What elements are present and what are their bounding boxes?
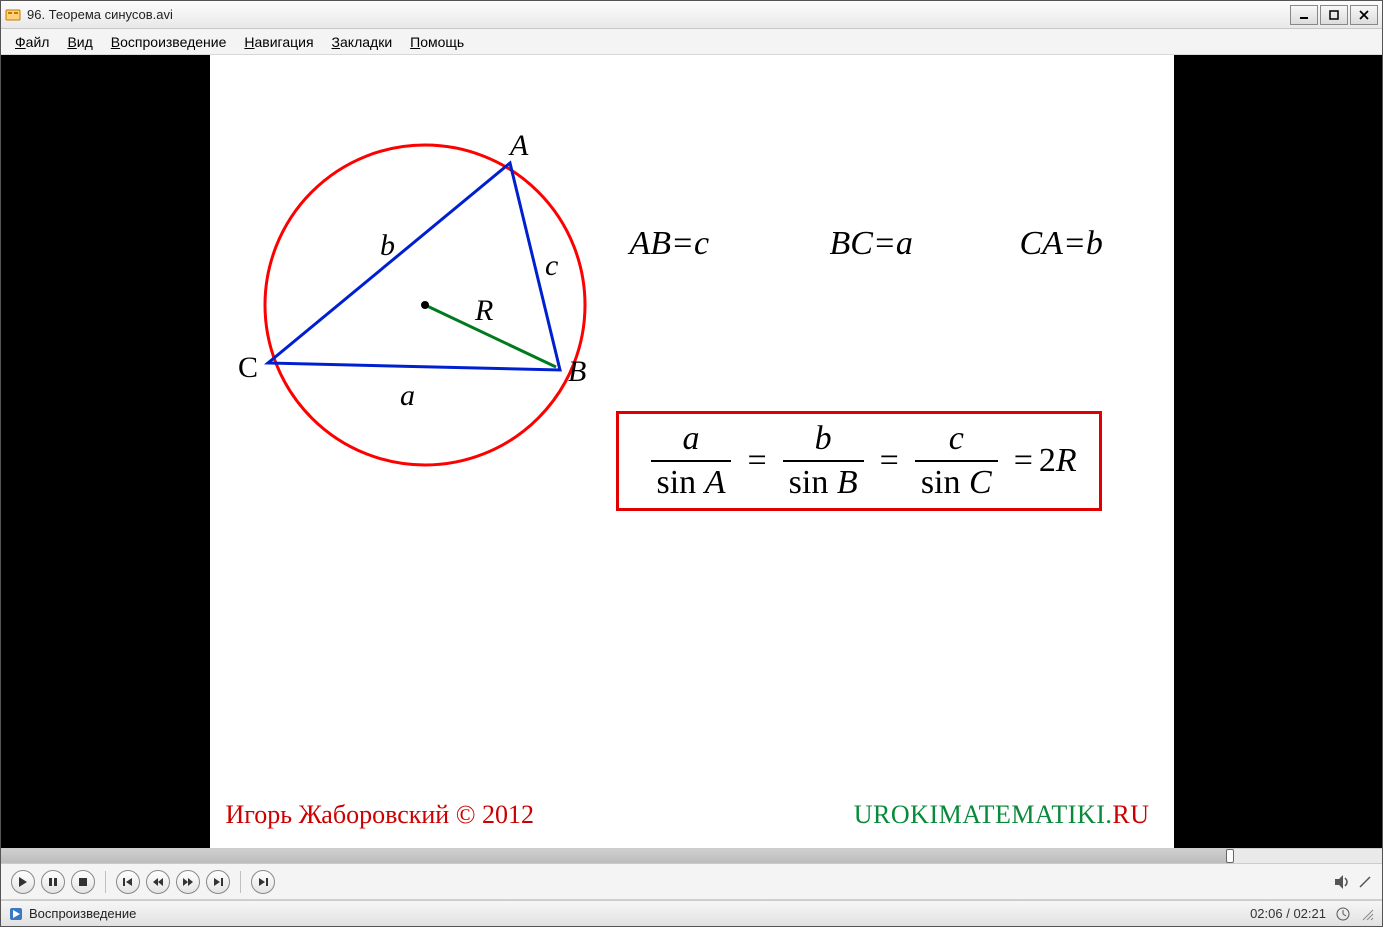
window-buttons	[1288, 5, 1378, 25]
video-viewport[interactable]: A B C a b c R AB=c BC=a CA=b a sin A =	[1, 55, 1382, 848]
next-track-button[interactable]	[206, 870, 230, 894]
resize-grip-icon[interactable]	[1360, 907, 1374, 921]
law-of-sines-formula: a sin A = b sin B = c sin C = 2R	[616, 411, 1102, 511]
geometry-diagram: A B C a b c R	[220, 95, 640, 495]
seek-progress	[1, 849, 1230, 863]
vertex-label-b: B	[568, 355, 586, 388]
menu-bar: Файл Вид Воспроизведение Навигация Закла…	[1, 29, 1382, 55]
equals-1: =	[747, 442, 766, 480]
seek-bar[interactable]	[1, 848, 1382, 864]
close-button[interactable]	[1350, 5, 1378, 25]
prev-track-button[interactable]	[116, 870, 140, 894]
stop-button[interactable]	[71, 870, 95, 894]
play-button[interactable]	[11, 870, 35, 894]
fraction-a: a sin A	[651, 422, 732, 500]
side-label-a: a	[400, 379, 415, 412]
separator	[105, 871, 106, 893]
menu-bookmarks[interactable]: Закладки	[324, 31, 401, 53]
app-icon	[5, 7, 21, 23]
pause-button[interactable]	[41, 870, 65, 894]
separator	[240, 871, 241, 893]
vertex-label-a: A	[508, 129, 529, 162]
minimize-button[interactable]	[1290, 5, 1318, 25]
vertex-label-c: C	[238, 351, 258, 384]
forward-button[interactable]	[176, 870, 200, 894]
maximize-button[interactable]	[1320, 5, 1348, 25]
rhs-2r: 2R	[1039, 442, 1077, 480]
side-label-b: b	[380, 229, 395, 262]
equation-bc: BC=a	[830, 225, 913, 263]
window-title: 96. Теорема синусов.avi	[27, 7, 1288, 22]
menu-file[interactable]: Файл	[7, 31, 57, 53]
rewind-button[interactable]	[146, 870, 170, 894]
equals-3: =	[1014, 442, 1033, 480]
time-display: 02:06 / 02:21	[1250, 906, 1326, 921]
status-play-icon	[9, 907, 23, 921]
title-bar[interactable]: 96. Теорема синусов.avi	[1, 1, 1382, 29]
website-credit: UROKIMATEMATIKI.RU	[854, 800, 1150, 830]
equation-ab: AB=c	[630, 225, 710, 263]
volume-control	[1334, 874, 1372, 890]
video-frame-content: A B C a b c R AB=c BC=a CA=b a sin A =	[210, 55, 1174, 848]
center-dot	[421, 301, 429, 309]
fraction-b: b sin B	[783, 422, 864, 500]
menu-navigation[interactable]: Навигация	[236, 31, 321, 53]
step-button[interactable]	[251, 870, 275, 894]
status-bar: Воспроизведение 02:06 / 02:21	[1, 900, 1382, 926]
menu-help[interactable]: Помощь	[402, 31, 472, 53]
equation-ca: CA=b	[1020, 225, 1103, 263]
menu-view[interactable]: Вид	[59, 31, 100, 53]
radius-label: R	[474, 294, 493, 327]
side-label-c: c	[545, 249, 558, 282]
equals-2: =	[880, 442, 899, 480]
menu-playback[interactable]: Воспроизведение	[103, 31, 235, 53]
volume-icon[interactable]	[1334, 874, 1352, 890]
status-text: Воспроизведение	[29, 906, 136, 921]
seek-knob[interactable]	[1226, 849, 1234, 863]
clock-icon[interactable]	[1336, 907, 1350, 921]
mute-icon[interactable]	[1358, 875, 1372, 889]
fraction-c: c sin C	[915, 422, 998, 500]
app-window: 96. Теорема синусов.avi Файл Вид Воспрои…	[0, 0, 1383, 927]
playback-controls	[1, 864, 1382, 900]
author-credit: Игорь Жаборовский © 2012	[226, 800, 534, 830]
